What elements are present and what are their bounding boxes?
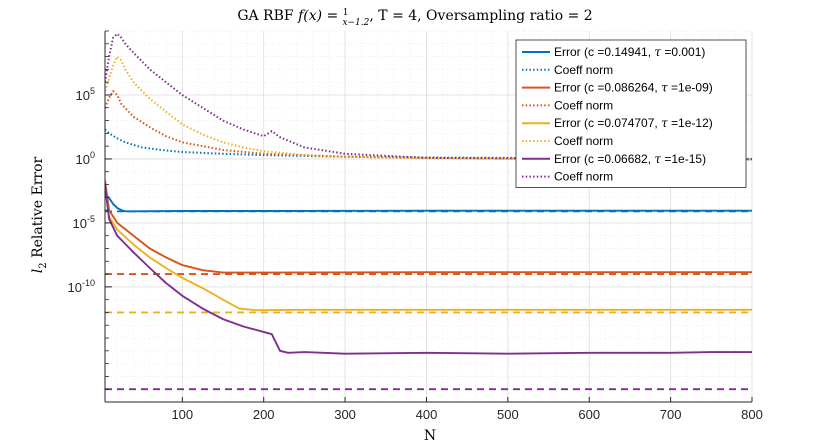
legend-entry-prefix: Error (c =0.074707, — [554, 116, 661, 130]
y-axis-label-main: l — [30, 269, 46, 273]
y-tick-exponent: -10 — [82, 278, 95, 288]
x-tick-label: 600 — [578, 407, 600, 422]
axes — [104, 31, 752, 403]
x-tick-label: 400 — [416, 407, 438, 422]
y-tick-base: 10 — [73, 216, 87, 231]
title-func: f(x) = — [297, 8, 343, 24]
series-line-3 — [105, 180, 752, 274]
y-tick-base: 10 — [76, 88, 90, 103]
title-frac-num: 1 — [343, 8, 349, 18]
y-tick-base: 10 — [68, 280, 82, 295]
legend-entry-prefix: Error (c =0.14941, — [554, 45, 654, 59]
y-tick-exponent: 5 — [90, 86, 95, 96]
x-tick-label: 500 — [497, 407, 519, 422]
y-tick-label: 10-5 — [73, 214, 95, 231]
legend-entry-tau: τ — [654, 45, 661, 59]
legend-entry-prefix: Error (c =0.06682, — [554, 152, 654, 166]
legend-entry-7: Error (c =0.06682, τ =1e-15) — [554, 152, 706, 166]
series-line-5 — [105, 184, 752, 312]
legend-entry-1: Error (c =0.14941, τ =0.001) — [554, 45, 705, 59]
y-tick-label: 10-10 — [68, 278, 95, 295]
legend-entry-suffix: =1e-12) — [668, 116, 713, 130]
y-axis-label-sub: 2 — [38, 262, 49, 268]
y-axis-label: l2 Relative Error — [30, 156, 49, 273]
legend-entry-tau: τ — [654, 152, 661, 166]
x-tick-label: 200 — [253, 407, 275, 422]
x-axis-label: N — [424, 428, 436, 444]
legend-entry-tau: τ — [661, 116, 668, 130]
legend-entry-suffix: =1e-09) — [668, 81, 713, 95]
x-tick-label: 800 — [741, 407, 763, 422]
series-line-7 — [105, 184, 752, 355]
x-tick-label: 700 — [660, 407, 682, 422]
legend-entry-8: Coeff norm — [554, 170, 613, 184]
y-axis-label-rest: Relative Error — [30, 156, 46, 262]
y-tick-exponent: -5 — [87, 214, 95, 224]
title-frac-den: x−1.2 — [342, 18, 369, 28]
legend-entry-6: Coeff norm — [554, 134, 613, 148]
chart-title: GA RBF f(x) = 1 x−1.2, T = 4, Oversamplin… — [237, 8, 592, 28]
legend-entry-5: Error (c =0.074707, τ =1e-12) — [554, 116, 713, 130]
series-line-1 — [105, 192, 752, 213]
x-tick-label: 300 — [334, 407, 356, 422]
legend-entry-suffix: =1e-15) — [661, 152, 706, 166]
series-line-6 — [105, 55, 752, 161]
y-tick-base: 10 — [76, 152, 90, 167]
legend-entry-tau: τ — [661, 81, 668, 95]
legend-entry-prefix: Error (c =0.086264, — [554, 81, 661, 95]
x-tick-label: 100 — [171, 407, 193, 422]
legend: Error (c =0.14941, τ =0.001) Coeff norm Er… — [515, 39, 747, 188]
title-suffix: , T = 4, Oversampling ratio = 2 — [369, 8, 592, 24]
legend-entry-2: Coeff norm — [554, 63, 613, 77]
legend-entry-3: Error (c =0.086264, τ =1e-09) — [554, 81, 713, 95]
legend-entry-4: Coeff norm — [554, 98, 613, 112]
y-tick-exponent: 0 — [90, 150, 95, 160]
y-tick-label: 105 — [76, 86, 95, 103]
title-prefix: GA RBF — [237, 8, 298, 24]
legend-entry-suffix: =0.001) — [661, 45, 705, 59]
y-tick-label: 100 — [76, 150, 95, 167]
series-lines — [105, 32, 752, 355]
legend-box — [515, 39, 747, 188]
